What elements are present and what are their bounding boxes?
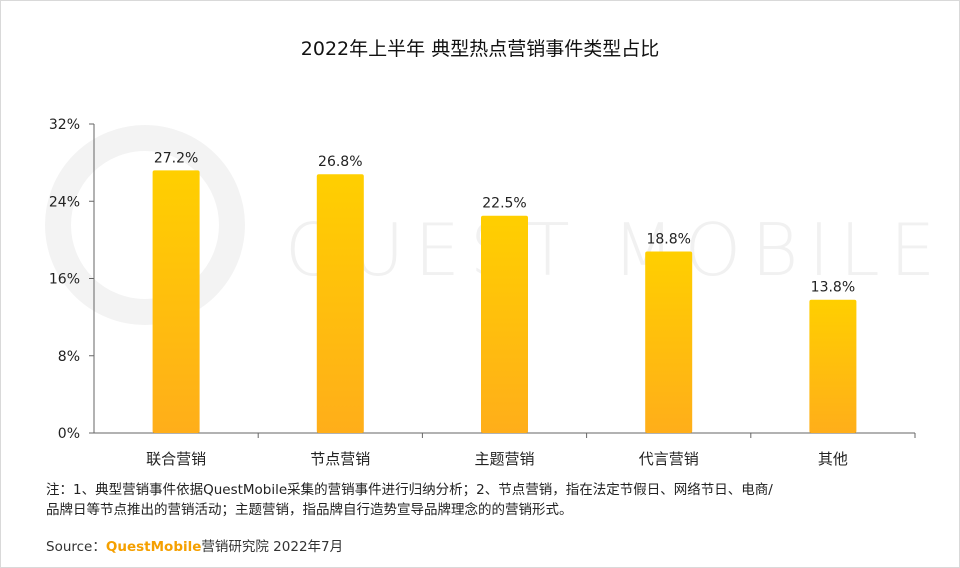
x-category-label: 节点营销: [310, 450, 370, 468]
source-brand: QuestMobile: [105, 539, 202, 555]
bar-value-label: 27.2%: [154, 150, 198, 166]
footnote-line-2: 品牌日等节点推出的营销活动；主题营销，指品牌自行造势宣导品牌理念的的营销形式。: [46, 502, 573, 518]
y-tick-label: 16%: [49, 272, 80, 288]
bar-value-label: 18.8%: [646, 231, 690, 247]
bar-value-label: 13.8%: [811, 280, 855, 296]
footnote: 注：1、典型营销事件依据QuestMobile采集的营销事件进行归纳分析；2、节…: [46, 480, 926, 520]
source-label: Source：: [46, 539, 106, 555]
bar-1: [152, 170, 200, 433]
bar-5: [809, 299, 857, 433]
source-line: Source：QuestMobile营销研究院 2022年7月: [46, 535, 343, 555]
x-category-label: 其他: [818, 450, 848, 468]
x-category-label: 联合营销: [146, 450, 206, 468]
source-text: 营销研究院 2022年7月: [201, 539, 344, 555]
watermark-text: QUEST MOBILE: [285, 208, 946, 292]
bar-value-label: 26.8%: [318, 154, 362, 170]
bar-2: [316, 174, 364, 433]
y-tick-label: 8%: [58, 349, 80, 365]
bar-4: [645, 251, 693, 433]
y-tick-label: 0%: [58, 426, 80, 442]
bar-value-label: 22.5%: [482, 196, 526, 212]
x-category-label: 代言营销: [639, 450, 699, 468]
y-tick-label: 32%: [49, 117, 80, 133]
y-tick-label: 24%: [49, 194, 80, 210]
x-category-label: 主题营销: [474, 450, 534, 468]
footnote-line-1: 注：1、典型营销事件依据QuestMobile采集的营销事件进行归纳分析；2、节…: [46, 482, 773, 498]
bar-3: [481, 215, 528, 433]
chart-title: 2022年上半年 典型热点营销事件类型占比: [300, 38, 660, 60]
